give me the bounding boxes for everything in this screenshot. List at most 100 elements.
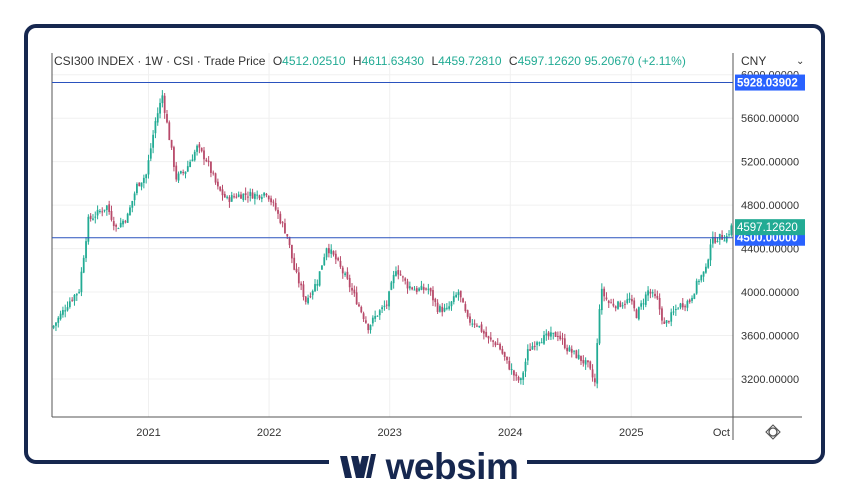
candle-body bbox=[663, 321, 666, 324]
legend-close: 4597.12620 bbox=[517, 54, 581, 68]
candle-body bbox=[494, 342, 497, 346]
candle-body bbox=[667, 321, 670, 323]
candle-body bbox=[543, 334, 545, 344]
candle-body bbox=[339, 260, 342, 267]
candle-body bbox=[55, 322, 57, 326]
candle-body bbox=[119, 222, 122, 227]
candle-body bbox=[607, 300, 610, 304]
candle-body bbox=[413, 289, 416, 291]
candle-body bbox=[513, 370, 515, 376]
candle-body bbox=[589, 361, 592, 369]
brand-logo: websim bbox=[329, 446, 527, 488]
candle-body bbox=[619, 302, 622, 307]
candle-body bbox=[71, 299, 74, 301]
candle-body bbox=[402, 276, 404, 278]
candle-body bbox=[75, 293, 78, 296]
candle-body bbox=[68, 301, 71, 307]
candle-body bbox=[212, 172, 215, 174]
candle-body bbox=[96, 209, 99, 216]
candle-body bbox=[295, 268, 298, 272]
candle-body bbox=[624, 303, 626, 305]
candle-body bbox=[247, 196, 249, 198]
candle-body bbox=[94, 216, 97, 218]
candle-body bbox=[198, 144, 201, 148]
candle-body bbox=[87, 216, 90, 242]
candle-body bbox=[122, 220, 124, 225]
settings-gear-outline[interactable] bbox=[765, 424, 781, 440]
candle-body bbox=[355, 292, 358, 305]
candle-body bbox=[580, 355, 582, 361]
candle-body bbox=[117, 228, 120, 230]
x-tick-label: 2025 bbox=[619, 427, 643, 439]
candle-body bbox=[459, 290, 462, 298]
candle-body bbox=[573, 350, 575, 352]
candle-body bbox=[131, 200, 134, 208]
candle-body bbox=[482, 331, 485, 334]
y-tick-label: 5200.00000 bbox=[741, 157, 799, 169]
candle-body bbox=[501, 348, 504, 354]
candle-body bbox=[711, 236, 714, 244]
candle-body bbox=[665, 320, 668, 324]
candle-body bbox=[550, 332, 552, 337]
candle-body bbox=[466, 310, 469, 317]
candle-body bbox=[448, 306, 451, 309]
candle-body bbox=[559, 335, 562, 340]
candle-body bbox=[152, 134, 155, 148]
y-tick-label: 3200.00000 bbox=[741, 374, 799, 386]
candle-body bbox=[404, 278, 407, 281]
candle-body bbox=[427, 288, 430, 290]
candle-body bbox=[644, 294, 647, 305]
candle-body bbox=[554, 332, 557, 337]
x-tick-label: 2024 bbox=[498, 427, 522, 439]
candle-body bbox=[103, 209, 106, 211]
candle-body bbox=[260, 197, 263, 200]
candle-body bbox=[263, 192, 266, 196]
candle-body bbox=[138, 182, 141, 187]
candle-body bbox=[695, 280, 698, 294]
candle-body bbox=[478, 325, 481, 327]
candle-body bbox=[418, 288, 420, 291]
candle-body bbox=[334, 253, 337, 260]
candle-body bbox=[124, 221, 127, 223]
candle-body bbox=[691, 297, 693, 301]
candle-body bbox=[108, 204, 111, 212]
chevron-down-icon[interactable]: ⌄ bbox=[796, 56, 805, 67]
candle-body bbox=[647, 290, 649, 296]
candle-body bbox=[577, 354, 580, 359]
candle-body bbox=[290, 244, 293, 259]
candle-body bbox=[519, 378, 522, 381]
candle-body bbox=[277, 209, 279, 214]
candle-body bbox=[540, 342, 543, 344]
candle-body bbox=[376, 315, 379, 317]
candle-body bbox=[140, 182, 143, 187]
legend-symbol: CSI300 INDEX bbox=[54, 54, 135, 68]
candle-body bbox=[552, 332, 555, 334]
candle-body bbox=[617, 301, 619, 309]
candle-body bbox=[57, 317, 60, 323]
candle-body bbox=[515, 374, 518, 377]
currency-selector[interactable]: CNY bbox=[741, 54, 767, 68]
x-tick-label: 2023 bbox=[377, 427, 401, 439]
candle-body bbox=[395, 271, 397, 276]
candle-body bbox=[186, 166, 189, 172]
x-tick-label: 2021 bbox=[136, 427, 160, 439]
candle-body bbox=[473, 323, 476, 325]
settings-gear-icon[interactable] bbox=[768, 427, 778, 437]
candle-body bbox=[323, 257, 326, 266]
candle-body bbox=[52, 325, 55, 328]
candle-body bbox=[270, 198, 272, 203]
candle-body bbox=[635, 309, 638, 319]
candle-body bbox=[362, 313, 365, 320]
chart-frame bbox=[24, 24, 825, 464]
candle-body bbox=[369, 324, 372, 331]
candle-body bbox=[297, 272, 300, 284]
candle-body bbox=[251, 192, 254, 199]
hline-price-tag bbox=[735, 74, 805, 91]
candle-body bbox=[506, 356, 508, 361]
candle-body bbox=[256, 194, 259, 196]
candle-body bbox=[510, 369, 513, 371]
candle-body bbox=[365, 320, 367, 323]
candle-body bbox=[272, 201, 275, 203]
candle-body bbox=[649, 291, 652, 294]
